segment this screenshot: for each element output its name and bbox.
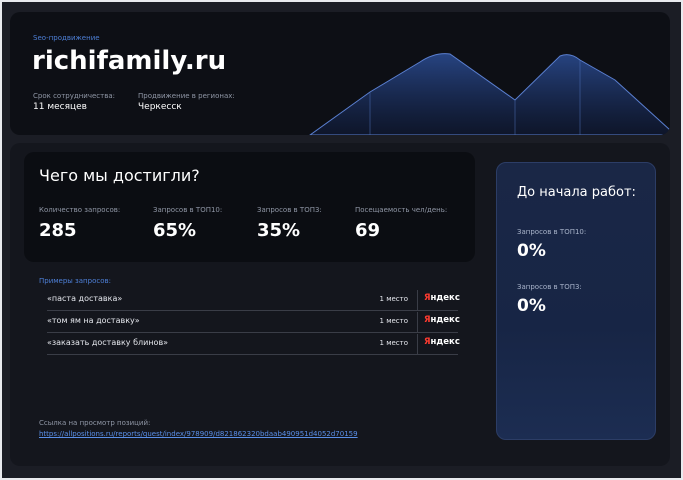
search-engine: Яндекс <box>424 337 460 347</box>
stat-value: 285 <box>39 220 77 241</box>
stat-value: 65% <box>153 220 197 241</box>
row-separator <box>417 334 418 354</box>
stat-label: Запросов в ТОП3: <box>517 283 582 291</box>
header-card: Seo-продвижение richifamily.ru Срок сотр… <box>10 12 670 135</box>
field-label: Срок сотрудничества: <box>33 92 115 100</box>
queries-label: Примеры запросов: <box>39 277 111 285</box>
query-row: «заказать доставку блинов» 1 место Яндекс <box>47 334 460 355</box>
before-title: До начала работ: <box>517 185 636 200</box>
search-engine: Яндекс <box>424 293 460 303</box>
query-position: 1 место <box>379 339 408 347</box>
tag: Seo-продвижение <box>33 34 100 42</box>
query-text: «паста доставка» <box>47 294 123 303</box>
stat-value: 0% <box>517 241 546 261</box>
before-card: До начала работ: Запросов в ТОП10: 0% За… <box>496 162 656 440</box>
achievements-card: Чего мы достигли? Количество запросов: 2… <box>24 152 475 262</box>
query-position: 1 место <box>379 295 408 303</box>
search-engine: Яндекс <box>424 315 460 325</box>
field-value: 11 месяцев <box>33 102 87 112</box>
field-value: Черкесск <box>138 102 182 112</box>
main-card: Чего мы достигли? Количество запросов: 2… <box>10 143 670 466</box>
query-position: 1 место <box>379 317 408 325</box>
row-separator <box>417 290 418 310</box>
query-row: «паста доставка» 1 место Яндекс <box>47 290 460 311</box>
row-separator <box>417 312 418 332</box>
site-title: richifamily.ru <box>32 46 227 76</box>
stat-value: 69 <box>355 220 381 241</box>
query-text: «заказать доставку блинов» <box>47 338 169 347</box>
stat-label: Запросов в ТОП3: <box>257 206 322 214</box>
mountain-shape <box>309 53 670 135</box>
stat-value: 0% <box>517 296 546 316</box>
query-row: «том ям на доставку» 1 место Яндекс <box>47 312 460 333</box>
stat-label: Запросов в ТОП10: <box>153 206 223 214</box>
stat-label: Посещаемость чел/день: <box>355 206 448 214</box>
query-text: «том ям на доставку» <box>47 316 140 325</box>
link-label: Ссылка на просмотр позиций: <box>39 419 151 427</box>
mountains <box>309 53 670 135</box>
achievements-title: Чего мы достигли? <box>39 166 200 185</box>
stat-label: Запросов в ТОП10: <box>517 228 587 236</box>
stat-label: Количество запросов: <box>39 206 121 214</box>
stat-value: 35% <box>257 220 301 241</box>
field-label: Продвижение в регионах: <box>138 92 235 100</box>
positions-link[interactable]: https://allpositions.ru/reports/quest/in… <box>39 430 358 438</box>
